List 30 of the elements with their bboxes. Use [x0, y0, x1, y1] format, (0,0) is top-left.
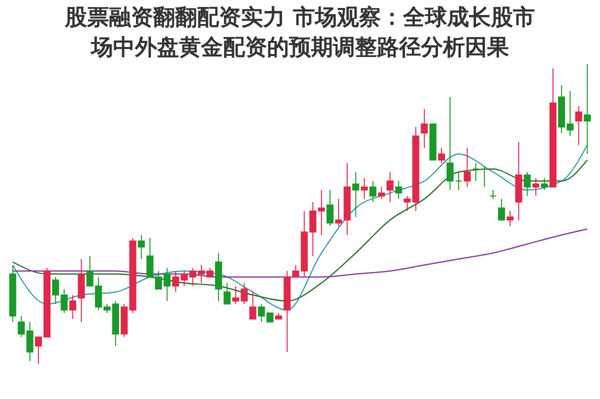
candlestick [404, 196, 411, 212]
candlestick [326, 190, 334, 226]
candlestick [455, 172, 462, 190]
candlestick [360, 178, 368, 200]
candlestick [532, 178, 540, 196]
candlestick [232, 286, 240, 304]
candlestick [420, 108, 428, 148]
candlestick [249, 292, 256, 320]
candlestick [352, 172, 360, 218]
candlestick [584, 64, 591, 154]
candlestick [224, 282, 231, 304]
candlestick [138, 234, 145, 260]
candlestick [480, 166, 488, 188]
candlestick [395, 180, 402, 200]
candlestick [78, 258, 85, 322]
candlestick [378, 186, 385, 200]
candlestick [575, 106, 582, 146]
candlestick [540, 178, 548, 190]
chart-title: 股票融资翻翻配资实力 市场观察：全球成长股市场中外盘黄金配资的预期调整路径分析因果 [64, 4, 535, 60]
candlestick [446, 96, 454, 190]
candlestick [472, 162, 480, 182]
candlestick [240, 282, 248, 304]
candlestick [524, 172, 531, 196]
candlestick [464, 148, 471, 188]
candlestick [498, 198, 506, 220]
candlestick [69, 294, 76, 320]
candlestick [506, 210, 514, 226]
candlestick [386, 172, 394, 202]
candlestick [369, 180, 376, 202]
candlestick [438, 148, 445, 164]
